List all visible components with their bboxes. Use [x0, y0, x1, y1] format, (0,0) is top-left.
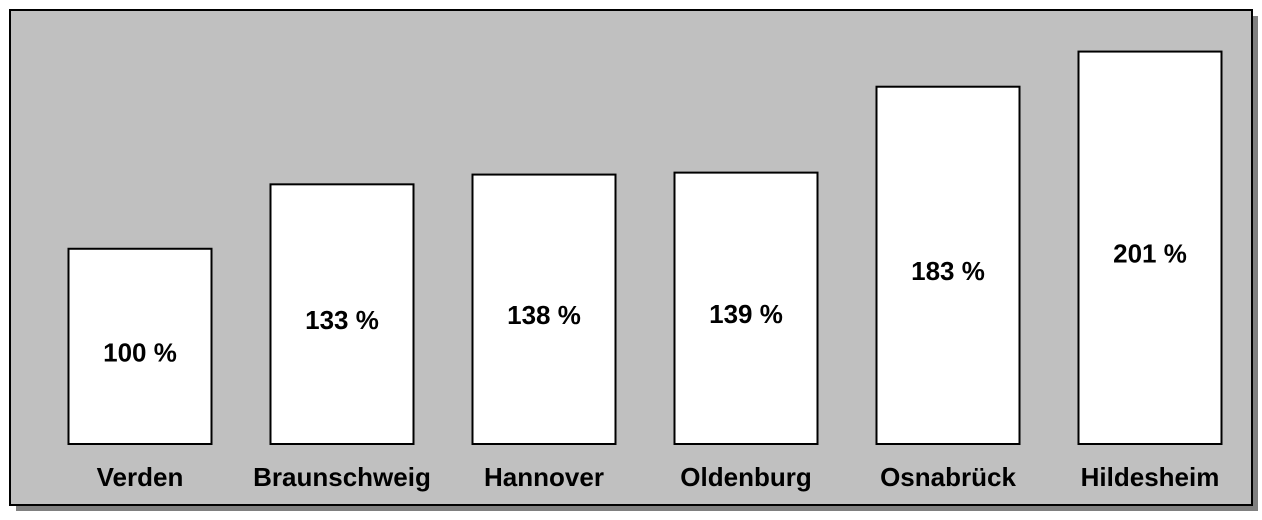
chart-frame [9, 9, 1253, 506]
bar [875, 85, 1021, 445]
bar [269, 183, 415, 445]
x-tick-label: Oldenburg [680, 462, 811, 492]
value-label: 183 % [911, 256, 985, 286]
value-label: 138 % [507, 300, 581, 330]
bar [67, 247, 213, 445]
x-tick-label: Osnabrück [880, 462, 1016, 492]
x-tick-label: Verden [97, 462, 184, 492]
value-label: 133 % [305, 305, 379, 335]
bar [1077, 50, 1223, 445]
value-label: 139 % [709, 299, 783, 329]
value-label: 201 % [1113, 239, 1187, 269]
bar [673, 171, 819, 445]
value-label: 100 % [103, 337, 177, 367]
x-tick-label: Hannover [484, 462, 604, 492]
x-tick-label: Braunschweig [253, 462, 431, 492]
x-tick-label: Hildesheim [1081, 462, 1220, 492]
bar [471, 173, 617, 445]
